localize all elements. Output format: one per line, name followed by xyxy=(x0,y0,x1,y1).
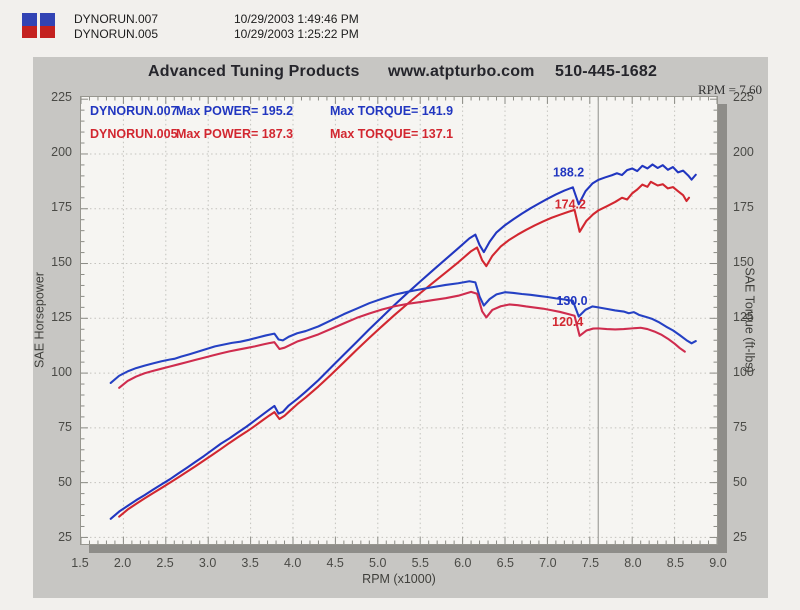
x-axis-tick-label: 4.0 xyxy=(283,556,302,570)
curve-value-annotation: 120.4 xyxy=(552,315,583,329)
website-url: www.atpturbo.com xyxy=(388,63,535,80)
y-axis-tick-label-right: 50 xyxy=(733,475,747,490)
y-axis-tick-label-left: 100 xyxy=(51,365,72,380)
curve-value-annotation: 174.2 xyxy=(555,197,586,211)
x-axis-tick-label: 2.0 xyxy=(113,556,132,570)
file-name: DYNORUN.007 xyxy=(74,12,159,26)
y-axis-tick-label-left: 225 xyxy=(51,90,72,105)
curve-value-annotation: 130.0 xyxy=(556,294,587,308)
file-timestamp: 10/29/2003 1:25:22 PM xyxy=(234,27,359,41)
x-axis-tick-label: 5.0 xyxy=(369,556,387,570)
x-axis-tick-label: 2.5 xyxy=(156,556,174,570)
dyno-chart-svg: 188.2 174.2 130.0 120.4 xyxy=(81,97,717,544)
dyno-curve xyxy=(109,280,697,384)
x-axis-tick-label: 4.5 xyxy=(326,556,344,570)
legend-torque-1: Max TORQUE= 141.9 xyxy=(330,104,454,118)
x-axis-tick-label: 8.0 xyxy=(624,556,642,570)
file-timestamp: 10/29/2003 1:49:46 PM xyxy=(234,12,359,26)
cursor-rpm-readout: RPM = 7.60 xyxy=(697,82,762,97)
file-icon-blue-block xyxy=(40,13,55,26)
y-axis-tick-label-right: 200 xyxy=(733,145,754,160)
y-axis-tick-label-left: 200 xyxy=(51,145,72,160)
file-timestamp-list: 10/29/2003 1:49:46 PM 10/29/2003 1:25:22… xyxy=(234,12,359,42)
dynorun-file-icon xyxy=(22,13,37,38)
y-axis-tick-label-right: 150 xyxy=(733,255,754,270)
legend-power-2: Max POWER= 187.3 xyxy=(176,127,294,141)
phone-number: 510-445-1682 xyxy=(555,63,658,80)
y-axis-tick-label-right: 75 xyxy=(733,420,747,435)
file-name-list: DYNORUN.007 DYNORUN.005 xyxy=(74,12,158,42)
x-axis-tick-label: 8.5 xyxy=(666,556,685,570)
x-axis-tick-label: 3.0 xyxy=(198,556,217,570)
x-axis-tick-label: 7.5 xyxy=(581,556,600,570)
y-axis-tick-label-left: 150 xyxy=(51,255,72,270)
y-axis-tick-label-right: 175 xyxy=(733,200,754,215)
y-axis-tick-label-right: 225 xyxy=(733,90,754,105)
dyno-curve xyxy=(109,163,697,520)
y-axis-tick-label-left: 25 xyxy=(58,530,72,545)
dynorun-file-icon xyxy=(40,13,55,38)
file-icon-red-block xyxy=(40,25,55,38)
y-axis-tick-label-left: 125 xyxy=(51,310,72,325)
file-name: DYNORUN.005 xyxy=(74,27,159,41)
legend-torque-2: Max TORQUE= 137.1 xyxy=(330,127,454,141)
file-icon-blue-block xyxy=(22,13,37,26)
y-axis-title-horsepower: SAE Horsepower xyxy=(32,272,47,368)
plot-area: 188.2 174.2 130.0 120.4 xyxy=(80,96,718,545)
y-axis-tick-label-left: 50 xyxy=(58,475,72,490)
legend-power-1: Max POWER= 195.2 xyxy=(176,104,294,118)
x-axis-tick-label: 7.0 xyxy=(539,556,557,570)
x-axis-title: RPM (x1000) xyxy=(362,572,436,586)
x-axis-tick-label: 6.5 xyxy=(496,556,515,570)
y-axis-tick-label-left: 175 xyxy=(51,200,72,215)
dyno-curve xyxy=(118,180,691,518)
curve-value-annotation: 188.2 xyxy=(553,166,584,180)
y-axis-tick-label-right: 25 xyxy=(733,530,747,545)
legend-run-2: DYNORUN.005 xyxy=(90,127,178,141)
y-axis-title-torque: SAE Torque (ft-lbs) xyxy=(742,267,757,373)
dyno-curve xyxy=(118,290,686,389)
x-axis-tick-label: 9.0 xyxy=(709,556,727,570)
x-axis-tick-label: 5.5 xyxy=(411,556,429,570)
y-axis-tick-label-left: 75 xyxy=(58,420,72,435)
y-axis-tick-label-right: 125 xyxy=(733,310,754,325)
x-axis-tick-label: 3.5 xyxy=(241,556,259,570)
x-axis-tick-label: 1.5 xyxy=(71,556,89,570)
y-axis-tick-label-right: 100 xyxy=(733,365,754,380)
file-icons xyxy=(22,13,55,38)
company-name: Advanced Tuning Products xyxy=(148,63,360,80)
legend-run-1: DYNORUN.007 xyxy=(90,104,178,118)
x-axis-tick-label: 6.0 xyxy=(454,556,472,570)
file-icon-red-block xyxy=(22,25,37,38)
